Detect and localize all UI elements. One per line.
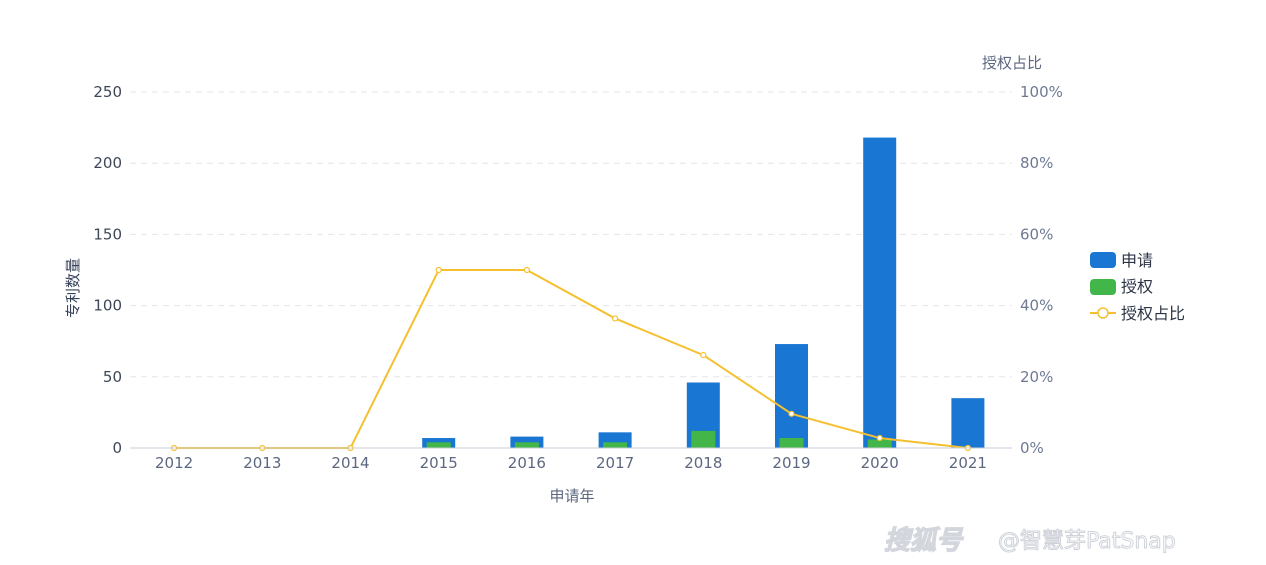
watermark: 搜狐号 @智慧芽PatSnap: [883, 525, 1176, 556]
x-tick-label: 2014: [331, 454, 369, 472]
bar-grant: [867, 439, 892, 448]
x-tick-label: 2016: [508, 454, 546, 472]
y-right-tick-label: 0%: [1020, 439, 1044, 457]
bar-grant: [603, 442, 628, 448]
legend-swatch-apply: [1090, 252, 1116, 268]
ratio-point: [611, 315, 619, 322]
y-tick-label: 50: [103, 368, 122, 386]
y-right-tick-label: 20%: [1020, 368, 1053, 386]
watermark-text: @智慧芽PatSnap: [998, 529, 1176, 554]
x-tick-label: 2017: [596, 454, 634, 472]
legend-item-ratio[interactable]: 授权占比: [1090, 304, 1185, 323]
bar-grant: [514, 442, 539, 448]
ratio-point: [876, 434, 883, 442]
bar-grant: [691, 430, 716, 448]
y-tick-label: 200: [93, 154, 122, 172]
bar-grant: [426, 442, 451, 448]
ratio-point: [435, 266, 442, 274]
ratio-point: [523, 266, 531, 274]
y-tick-label: 250: [93, 83, 122, 101]
legend-swatch-grant: [1090, 279, 1116, 295]
bar-grant: [779, 438, 804, 448]
legend-label-grant: 授权: [1121, 277, 1153, 296]
ratio-line-path: [174, 269, 969, 449]
ratio-point: [700, 351, 707, 359]
x-tick-label: 2019: [772, 454, 810, 472]
bar-apply: [775, 344, 808, 448]
x-tick-label: 2020: [861, 454, 899, 472]
legend-label-ratio: 授权占比: [1121, 304, 1185, 323]
x-tick-label: 2021: [949, 454, 987, 472]
y-tick-label: 0: [112, 439, 122, 457]
x-tick-label: 2018: [684, 454, 722, 472]
x-tick-label: 2013: [243, 454, 281, 472]
y-right-tick-label: 40%: [1020, 297, 1053, 315]
x-tick-label: 2015: [420, 454, 458, 472]
y-right-tick-label: 80%: [1020, 154, 1053, 172]
y-axis-title: 专利数量: [64, 258, 82, 318]
x-tick-label: 2012: [155, 454, 193, 472]
y-right-tick-label: 100%: [1020, 83, 1063, 101]
legend-item-apply[interactable]: 申请: [1090, 251, 1153, 270]
bar-apply: [863, 137, 897, 448]
y-tick-label: 150: [93, 225, 122, 243]
gridlines: [130, 91, 1012, 378]
legend: 申请 授权 授权占比: [1090, 251, 1185, 323]
watermark-brand: 搜狐号: [884, 526, 964, 556]
y-right-tick-label: 60%: [1020, 225, 1053, 243]
axes: 0 0% 50 20% 100 40% 150 60% 200 80% 250 100% 2012 201…: [93, 83, 1063, 472]
legend-marker-ratio: [1097, 307, 1109, 319]
bar-apply: [951, 398, 985, 448]
bars: [422, 137, 985, 448]
x-axis-title: 申请年: [549, 487, 594, 505]
legend-item-grant[interactable]: 授权: [1090, 277, 1153, 296]
y-tick-label: 100: [93, 297, 122, 315]
ratio-line: [171, 266, 972, 452]
legend-label-apply: 申请: [1121, 251, 1153, 270]
ratio-point: [788, 410, 795, 417]
y-right-axis-title: 授权占比: [982, 54, 1042, 72]
